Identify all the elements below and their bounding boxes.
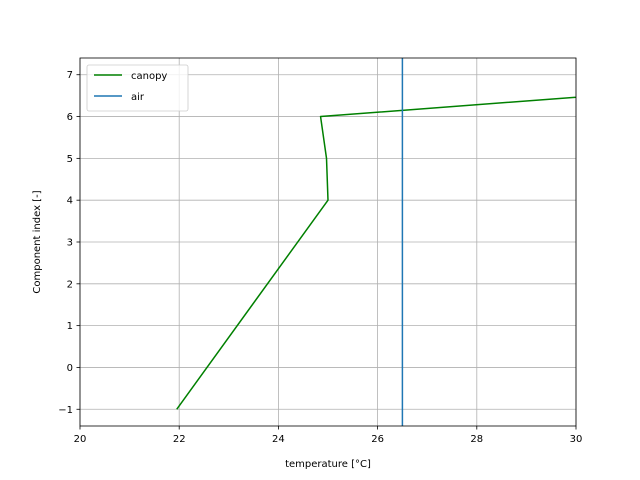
x-tick-label: 30 (570, 434, 583, 445)
y-tick-label: 0 (67, 363, 73, 374)
series-layer (176, 58, 576, 426)
y-axis-label: Component index [-] (32, 190, 43, 293)
legend-label-air: air (131, 92, 145, 103)
x-tick-label: 20 (74, 434, 87, 445)
y-tick-label: 1 (67, 321, 73, 332)
legend: canopy air (86, 64, 189, 112)
y-tick-label: 3 (67, 238, 73, 249)
series-line-canopy (176, 96, 576, 410)
y-tick-label: 6 (67, 112, 73, 123)
y-tick-label: −1 (58, 405, 73, 416)
x-tick-label: 28 (470, 434, 483, 445)
x-tick-label: 26 (371, 434, 384, 445)
legend-label-canopy: canopy (131, 71, 167, 82)
y-ticks: −1 0 1 2 3 4 5 6 7 (58, 70, 80, 416)
y-tick-label: 2 (67, 279, 73, 290)
legend-box (86, 64, 189, 112)
x-axis-label: temperature [°C] (285, 459, 371, 470)
y-tick-label: 5 (67, 154, 73, 165)
x-tick-label: 24 (272, 434, 285, 445)
y-tick-label: 7 (67, 70, 73, 81)
y-tick-label: 4 (67, 196, 73, 207)
x-ticks: 20 22 24 26 28 30 (74, 426, 583, 445)
x-tick-label: 22 (173, 434, 186, 445)
